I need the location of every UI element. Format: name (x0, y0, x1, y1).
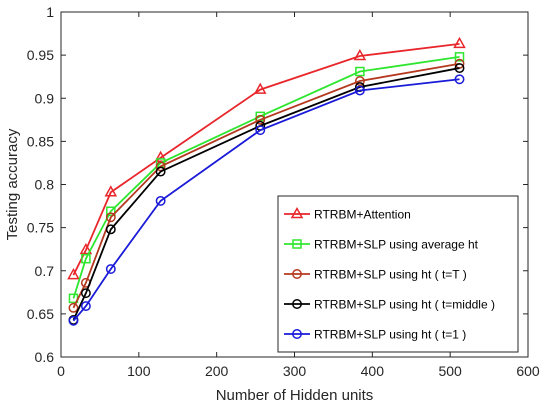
data-point (354, 85, 365, 96)
data-point (354, 76, 365, 86)
y-tick-label: 0.95 (27, 47, 54, 63)
data-point (453, 36, 466, 49)
legend-entry: RTRBM+SLP using ht ( t=1 ) (284, 328, 466, 342)
data-point (155, 195, 166, 206)
legend-entry: RTRBM+SLP using ht ( t=T ) (284, 268, 467, 282)
y-tick-label: 1 (46, 4, 54, 20)
x-axis-label: Number of Hidden units (216, 387, 374, 404)
legend-entry: RTRBM+SLP using ht ( t=middle ) (284, 298, 495, 312)
data-point (353, 48, 367, 61)
y-tick-label: 0.65 (27, 306, 54, 322)
data-point (155, 166, 166, 177)
y-tick-label: 0.9 (35, 90, 55, 106)
data-point (80, 288, 91, 299)
legend-label: RTRBM+SLP using ht ( t=1 ) (314, 328, 466, 342)
series-line (72, 78, 460, 322)
legend-marker (292, 239, 302, 249)
data-point (80, 301, 91, 312)
data-point (68, 302, 79, 313)
y-tick-label: 0.75 (27, 220, 54, 236)
legend: RTRBM+Attention RTRBM+SLP using average h… (277, 195, 519, 353)
legend-entry: RTRBM+Attention (284, 206, 411, 222)
data-point (454, 63, 465, 74)
x-tick-label: 100 (127, 363, 151, 379)
data-point (355, 66, 365, 77)
x-tick-label: 200 (205, 363, 229, 379)
legend-label: RTRBM+SLP using average ht (314, 238, 479, 252)
data-point (154, 150, 167, 163)
data-point (454, 52, 465, 62)
x-tick-label: 0 (57, 363, 65, 379)
data-point (454, 58, 465, 69)
series-2 (68, 52, 465, 304)
x-tick-label: 600 (516, 363, 540, 379)
series-3 (68, 58, 465, 313)
data-point (255, 114, 266, 125)
series-layer (67, 36, 466, 326)
data-point (81, 253, 91, 264)
legend-marker (292, 269, 302, 279)
y-tick-label: 0.6 (35, 349, 55, 365)
legend-marker (290, 206, 304, 219)
data-point (253, 82, 267, 94)
legend-box (277, 195, 519, 353)
data-point (67, 268, 80, 280)
legend-entry: RTRBM+SLP using average ht (284, 238, 479, 252)
data-point (105, 224, 116, 235)
x-tick-label: 400 (361, 363, 385, 379)
data-point (105, 212, 116, 223)
axis-ticks: 0 100 200 300 400 500 600 0.6 0.65 0.7 0.75 0.8 0.85… (27, 4, 540, 379)
series-1 (67, 36, 466, 280)
data-point (68, 315, 79, 326)
x-tick-label: 300 (283, 363, 307, 379)
series-line (72, 43, 460, 276)
data-point (104, 185, 118, 197)
y-tick-label: 0.8 (35, 177, 55, 193)
data-point (454, 74, 465, 85)
y-tick-label: 0.7 (35, 263, 55, 279)
y-tick-label: 0.85 (27, 133, 54, 149)
data-point (79, 243, 93, 255)
legend-marker (292, 299, 302, 309)
x-tick-label: 500 (438, 363, 462, 379)
series-line (72, 62, 460, 309)
legend-label: RTRBM+SLP using ht ( t=T ) (314, 268, 467, 282)
y-axis-label: Testing accuracy (4, 128, 21, 240)
data-point (255, 125, 266, 136)
series-line (72, 55, 460, 299)
legend-label: RTRBM+SLP using ht ( t=middle ) (314, 298, 495, 312)
legend-marker (292, 329, 302, 339)
series-5 (68, 74, 465, 326)
data-point (106, 206, 116, 216)
legend-label: RTRBM+Attention (314, 208, 411, 222)
data-point (105, 264, 116, 274)
